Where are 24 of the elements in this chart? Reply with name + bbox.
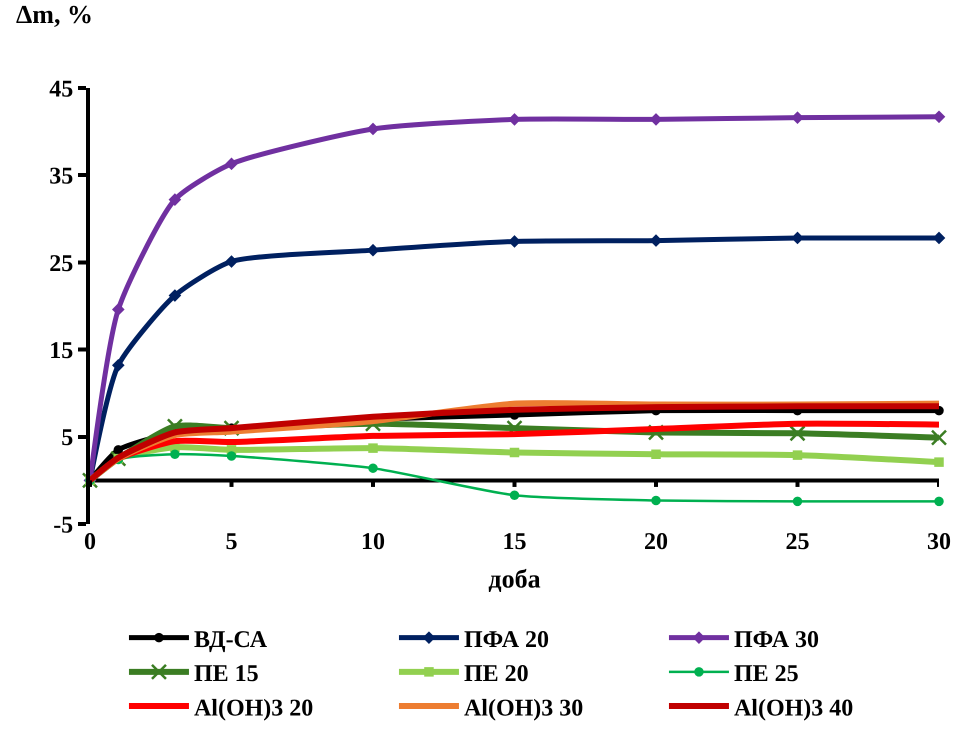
x-tick-label: 10 [361, 529, 385, 555]
x-tick-label: 30 [927, 529, 951, 555]
y-tick-label: -5 [53, 512, 74, 538]
legend-label: ПЕ 20 [464, 661, 529, 688]
x-axis-title: доба [488, 564, 541, 594]
legend-label: ПФА 20 [464, 627, 550, 654]
legend-label: ПЕ 25 [734, 661, 799, 688]
legend-label: ПФА 30 [734, 627, 820, 654]
x-tick-label: 5 [226, 529, 238, 555]
y-tick-label: 5 [61, 425, 74, 452]
y-tick-label: 35 [49, 164, 74, 190]
y-axis-title: Δm, % [16, 0, 93, 29]
x-tick-label: 0 [84, 529, 96, 555]
y-tick-label: 45 [49, 76, 74, 102]
legend-label: Al(OH)3 20 [194, 695, 314, 722]
x-tick-label: 25 [786, 529, 810, 555]
legend-label: Al(OH)3 30 [464, 695, 584, 722]
x-tick-label: 20 [644, 529, 668, 555]
legend-label: ПЕ 15 [194, 661, 259, 688]
legend-label: ВД-СА [194, 627, 268, 654]
x-tick-label: 15 [502, 529, 526, 555]
y-tick-label: 15 [49, 338, 74, 364]
y-tick-label: 25 [49, 250, 74, 277]
legend-label: Al(OH)3 40 [734, 695, 854, 722]
